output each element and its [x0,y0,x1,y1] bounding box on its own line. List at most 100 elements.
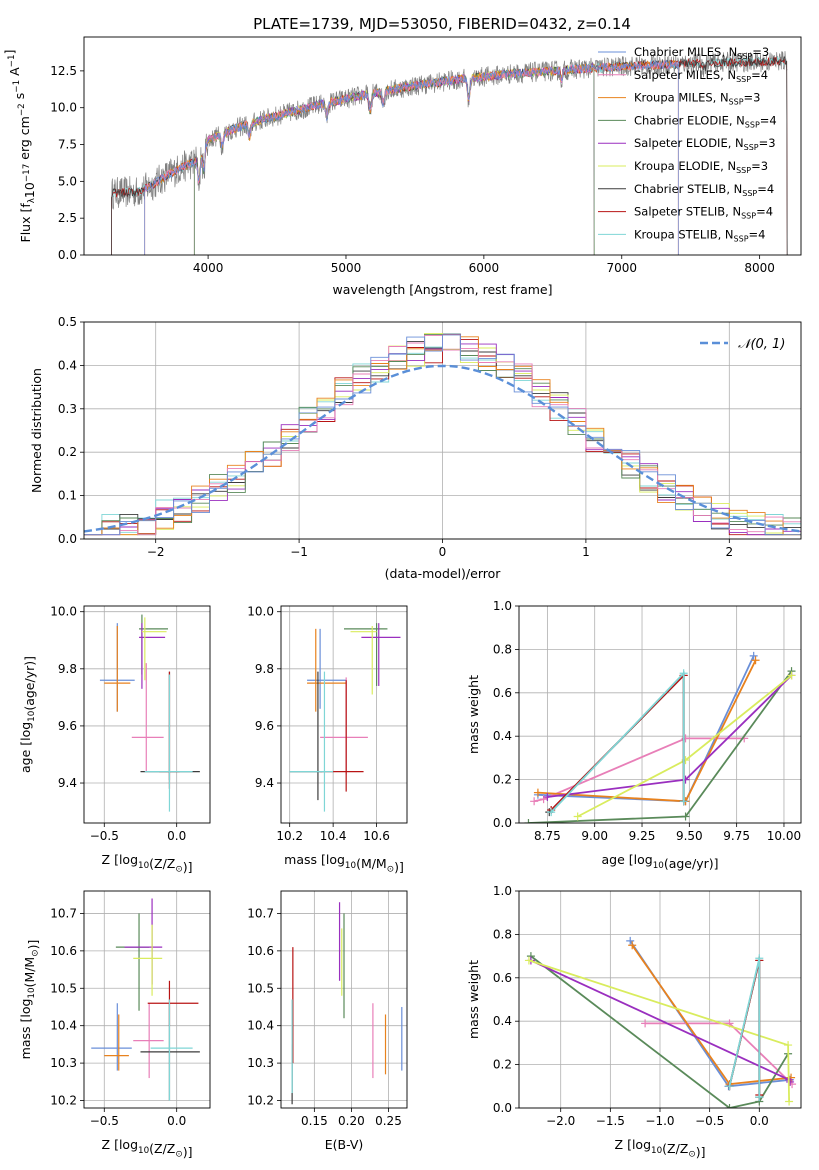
panel-mass-vs-EBV: 0.15 0.20 0.25 10.2 10.3 10.4 10.5 10.6 10.7 E(B-… [247,890,408,1152]
marker [679,669,688,678]
x-axis-label: age [log10(age/yr)] [601,852,718,871]
y-tick-label: 10.0 [247,605,274,619]
y-tick-label: 0.8 [493,927,512,941]
legend-label-chabrier-elodie: Chabrier ELODIE, NSSP=4 [634,113,777,129]
y-tick-label: 9.6 [58,719,77,733]
y-tick-label: 10.6 [247,944,274,958]
x-tick-label: 9.50 [676,829,703,843]
marker [543,792,552,801]
y-tick-label: 0.1 [58,489,77,503]
y-tick-label: 9.4 [255,776,274,790]
y-tick-label: 10.7 [50,906,77,920]
marker [786,1077,795,1086]
y-tick-label: 9.6 [255,719,274,733]
axes-frame [280,605,408,824]
x-tick-label: 0.0 [167,829,186,843]
y-tick-label: 0.8 [493,642,512,656]
charts: 4000 5000 6000 7000 80000.02.55.07.510.012.5… [2,36,802,1160]
y-tick-label: 0.5 [58,315,77,329]
series-kroupa-miles [533,656,760,806]
marker [784,1041,793,1050]
y-tick-label: 10.3 [247,1056,274,1070]
y-tick-label: 5.0 [58,174,77,188]
x-tick-label: 9.00 [581,829,608,843]
x-tick-label: 8000 [744,261,775,275]
y-tick-label: 0.0 [58,248,77,262]
axes-frame [518,890,802,1109]
axes-frame [83,36,802,256]
x-tick-label: 0.0 [750,1114,769,1128]
x-axis-label: Z [log10(Z/Z⊙)] [102,1137,193,1160]
x-tick-label: 7000 [606,261,637,275]
y-tick-label: 1.0 [493,599,512,613]
panel-age-vs-mass: 10.2 10.4 10.6 9.4 9.6 9.8 10.0 mass [log10(M/M… [247,605,408,875]
errorbar-kroupa-stelib [150,999,193,1101]
x-tick-label: 10.4 [320,829,347,843]
axes-frame [518,605,802,824]
y-tick-label: 10.3 [50,1056,77,1070]
y-tick-label: 2.5 [58,211,77,225]
panel-weight-vs-Z: −2.0 −1.5 −1.0 −0.5 0.0 0.0 0.2 0.4 0.6 0.8 1.0 Z [… [466,884,802,1160]
marker [785,1097,794,1106]
axes-frame [83,605,211,824]
legend-label-gaussian: 𝒩(0, 1) [738,337,785,352]
y-axis-label: Flux [fλ10−17 erg cm−2 s−1 A−1] [2,50,37,243]
y-tick-label: 1.0 [493,884,512,898]
y-tick-label: 0.2 [493,773,512,787]
axes-frame [83,890,211,1109]
x-tick-label: 0 [439,545,447,559]
x-tick-label: 1 [582,545,590,559]
marker [751,656,760,665]
panel-spectrum: 4000 5000 6000 7000 8000 0.0 2.5 5.0 7.5 10.0 12.5… [2,36,802,297]
marker [749,651,758,660]
y-tick-label: 10.0 [50,101,77,115]
errorbar-chabrier-miles [307,628,347,709]
series-chabrier-miles [626,936,795,1091]
y-tick-label: 0.4 [58,358,77,372]
plot-area [291,902,403,1105]
errorbar-chabrier-stelib [289,671,323,801]
series-kroupa-elodie [524,956,794,1106]
y-tick-label: 10.2 [50,1094,77,1108]
y-axis-label: mass weight [466,675,481,754]
marker [573,812,582,821]
errorbar-kroupa-elodie [133,924,163,996]
errorbar-kroupa-stelib [289,671,334,812]
y-tick-label: 10.7 [247,906,274,920]
errorbar-salpeter-stelib [147,980,199,1026]
x-tick-label: 10.6 [363,829,390,843]
y-axis-label: mass weight [466,960,481,1039]
series-kroupa-stelib [725,954,764,1102]
series-chabrier-miles [144,59,679,255]
x-axis-label: wavelength [Angstrom, rest frame] [332,282,552,297]
y-tick-label: 12.5 [50,64,77,78]
y-tick-label: 10.4 [247,1019,274,1033]
plot-area [524,651,796,823]
axes-frame [83,321,802,540]
x-tick-label: −2 [147,545,165,559]
marker [725,1082,734,1091]
errorbar-kroupa-miles [104,1014,129,1071]
errorbar-kroupa-miles [307,628,347,712]
errorbar-chabrier-miles [91,1003,132,1071]
marker [681,812,690,821]
x-tick-label: −0.5 [90,1114,119,1128]
panel-age-vs-Z: −0.5 0.0 9.4 9.6 9.8 10.0 Z [log10(Z/Z⊙)] age [… [18,605,211,875]
y-tick-label: 0.0 [493,816,512,830]
x-tick-label: 0.15 [301,1114,328,1128]
x-axis-label: mass [log10(M/M⊙)] [284,852,404,875]
legend: Chabrier MILES, NSSP=3 Salpeter MILES, NS… [598,45,777,243]
x-tick-label: −0.5 [695,1114,724,1128]
y-tick-label: 9.8 [58,662,77,676]
errorbar-salpeter-miles [131,663,164,772]
x-tick-label: 0.0 [167,1114,186,1128]
x-tick-label: 9.25 [629,829,656,843]
series-chabrier-elodie [524,667,796,823]
y-tick-label: 9.4 [58,776,77,790]
plot-area [84,332,801,536]
legend-label-salpeter-miles: Salpeter MILES, NSSP=4 [634,68,768,84]
errorbar-salpeter-miles [133,1003,164,1079]
x-tick-label: 5000 [331,261,362,275]
legend-label-kroupa-miles: Kroupa MILES, NSSP=3 [634,91,760,107]
